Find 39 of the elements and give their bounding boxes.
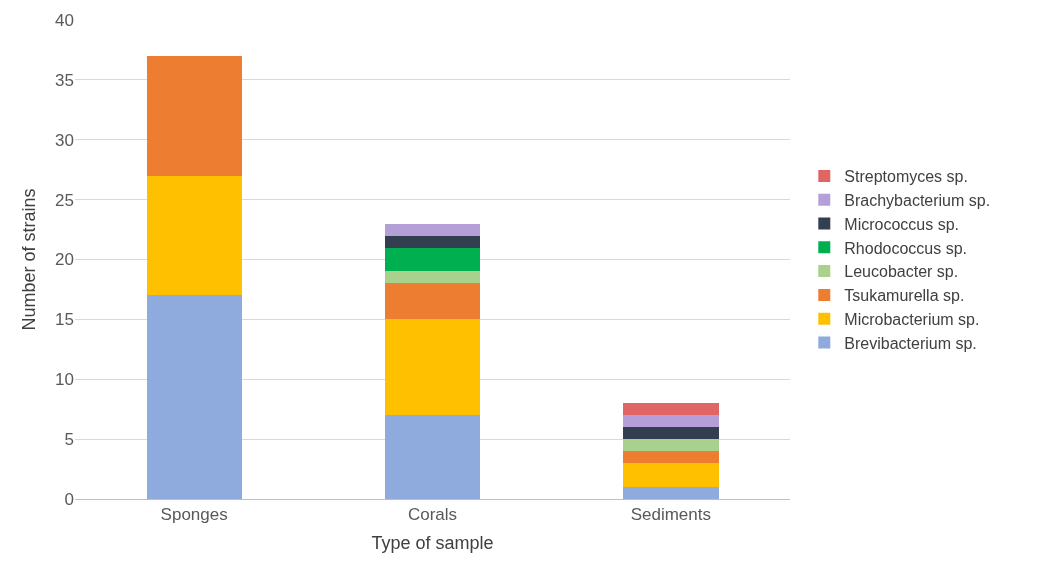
legend-label: Micrococcus sp. — [844, 215, 959, 233]
x-tick-label: Corals — [407, 505, 458, 525]
y-tick-label: 0 — [64, 489, 74, 509]
legend-label: Brevibacterium sp. — [844, 334, 977, 352]
y-tick-label: 20 — [55, 250, 74, 270]
bar — [623, 403, 719, 416]
bar — [146, 295, 242, 499]
y-tick-label: 25 — [55, 190, 74, 210]
bar — [384, 283, 481, 320]
legend-label: Rhodococcus sp. — [844, 239, 968, 257]
legend-label: Streptomyces sp. — [844, 168, 968, 186]
legend-label: Leucobacter sp. — [844, 263, 959, 281]
y-tick-label: 35 — [55, 70, 74, 90]
y-axis-title: Number of strains — [19, 188, 40, 331]
bar — [623, 487, 719, 499]
y-tick-label: 5 — [64, 430, 74, 450]
legend-label: Brachybacterium sp. — [844, 191, 991, 209]
bar — [623, 463, 719, 488]
bar — [384, 319, 481, 416]
bar — [623, 439, 719, 452]
bar — [146, 175, 242, 296]
y-tick-label: 10 — [55, 370, 74, 390]
bar — [384, 415, 481, 499]
y-tick-label: 15 — [55, 310, 74, 330]
y-tick-label: 30 — [55, 130, 74, 150]
bar — [623, 427, 719, 440]
bar — [623, 451, 719, 464]
bar — [384, 223, 481, 236]
legend-label: Microbacterium sp. — [844, 310, 980, 328]
bar — [384, 247, 481, 272]
x-axis-title: Type of sample — [371, 532, 494, 553]
x-tick-label: Sediments — [630, 505, 711, 525]
bar — [384, 271, 481, 284]
legend-label: Tsukamurella sp. — [844, 287, 965, 305]
bar — [384, 235, 481, 248]
x-tick-label: Sponges — [160, 505, 228, 525]
y-tick-label: 40 — [55, 10, 74, 30]
bar — [146, 55, 242, 176]
bar — [623, 415, 719, 428]
